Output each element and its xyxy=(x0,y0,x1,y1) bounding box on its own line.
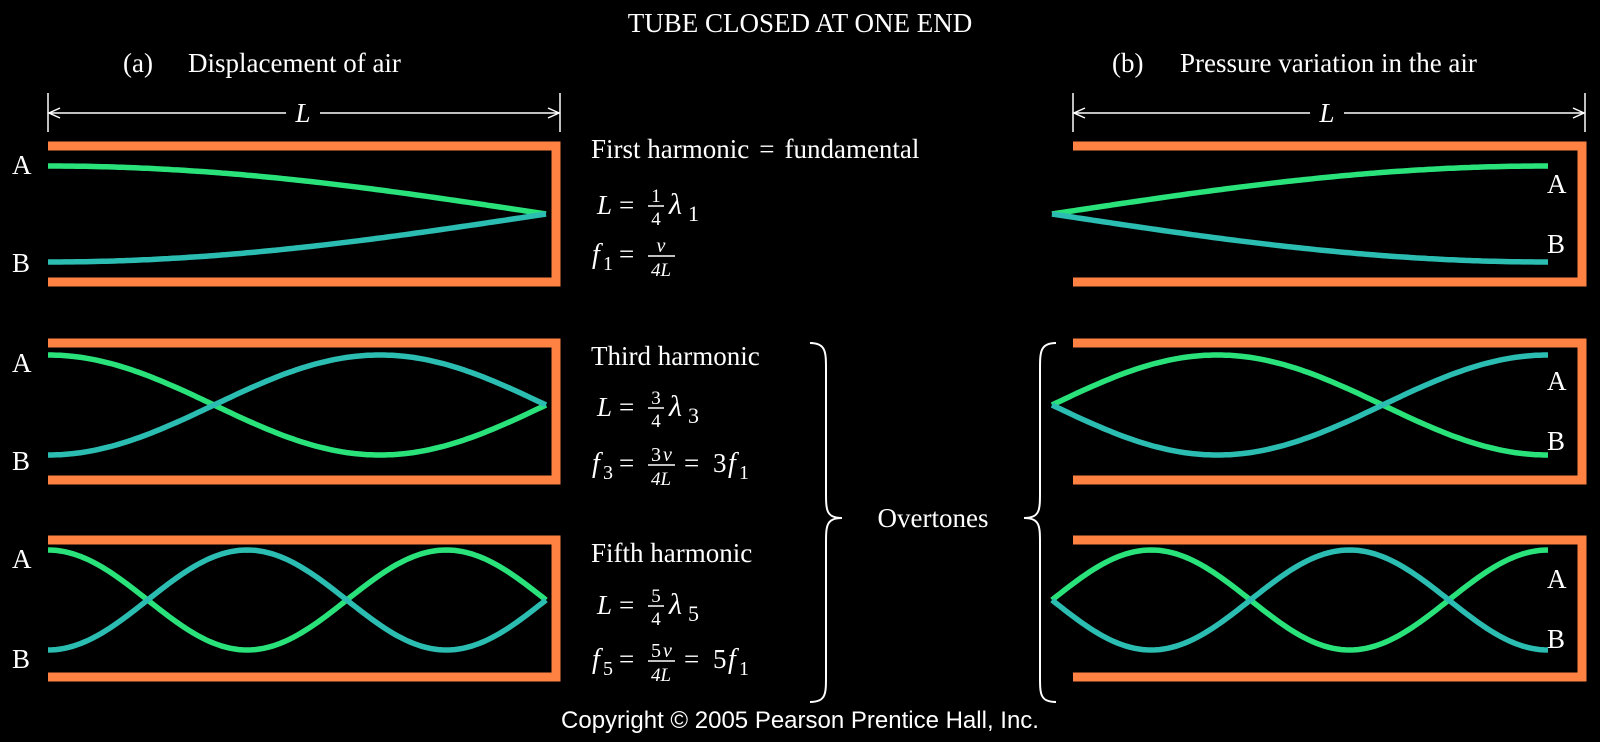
panel-a-letter: (a) xyxy=(123,48,153,78)
overtones-brace-right xyxy=(1023,342,1057,703)
tube-b-third xyxy=(1073,338,1587,485)
svg-text:=: = xyxy=(619,190,634,220)
third-freq-den: 4L xyxy=(651,469,671,490)
fifth-frac-den: 4 xyxy=(651,609,661,630)
third-frac-den: 4 xyxy=(651,411,661,432)
first-freq-f: f xyxy=(592,239,603,270)
third-freq-f: f xyxy=(592,448,603,479)
wave-a-first-b xyxy=(48,211,547,265)
fifth-freq-num-var: v xyxy=(663,640,672,662)
fifth-frac-num: 5 xyxy=(651,586,661,607)
overtones-label: Overtones xyxy=(878,503,989,533)
panel-b-letter: (b) xyxy=(1112,48,1143,78)
wave-b-third-a xyxy=(1050,352,1548,458)
fifth-freq-rhs-coef: 5 xyxy=(713,644,727,674)
label-a-first-upper: A xyxy=(12,150,32,180)
svg-text:=: = xyxy=(619,590,634,620)
first-frac-num: 1 xyxy=(651,186,661,207)
wave-b-fifth-a xyxy=(1050,547,1549,653)
wave-a-fifth-a xyxy=(47,547,548,653)
copyright: Copyright © 2005 Pearson Prentice Hall, … xyxy=(561,707,1039,734)
third-freq-rhs-sub: 1 xyxy=(739,462,749,484)
svg-text:=: = xyxy=(684,644,699,674)
first-harmonic-text: First harmonic = fundamental L = 1 4 λ 1 f… xyxy=(591,134,919,281)
wave-b-first-a xyxy=(1051,163,1548,217)
first-length-lhs: L xyxy=(596,190,612,220)
svg-text:=: = xyxy=(619,644,634,674)
fifth-freq-sub: 5 xyxy=(603,658,613,680)
label-a-third-upper: A xyxy=(12,348,32,378)
panel-b-label: Pressure variation in the air xyxy=(1180,48,1477,78)
panel-a-label: Displacement of air xyxy=(188,48,401,78)
svg-text:=: = xyxy=(619,239,634,269)
third-freq-rhs-f: f xyxy=(728,448,739,479)
svg-text:=: = xyxy=(684,448,699,478)
fifth-freq-den: 4L xyxy=(651,665,671,686)
third-frac-num: 3 xyxy=(651,388,661,409)
tube-a-first xyxy=(48,141,561,287)
third-harmonic-name: Third harmonic xyxy=(591,341,760,371)
third-lambda-sub: 3 xyxy=(688,403,699,428)
label-a-third-lower: B xyxy=(12,446,30,476)
first-frac-den: 4 xyxy=(651,209,661,230)
third-freq-num-coef: 3 xyxy=(651,444,661,466)
label-a-fifth-lower: B xyxy=(12,644,30,674)
panel-b-length-label: L xyxy=(1318,98,1334,128)
panel-b-length-dimension: L xyxy=(1072,93,1586,132)
tube-a-fifth xyxy=(48,535,561,682)
tube-a-third xyxy=(48,338,561,485)
wave-a-third-b xyxy=(48,352,548,458)
fifth-harmonic-text: Fifth harmonic L = 5 4 λ 5 f 5 = 5 v 4L … xyxy=(591,538,752,686)
third-lambda: λ xyxy=(668,390,682,423)
overtones-brace-left xyxy=(809,342,843,703)
first-lambda: λ xyxy=(668,188,682,221)
tube-b-fifth xyxy=(1073,535,1587,682)
panel-a-length-dimension: L xyxy=(47,93,561,132)
label-b-fifth-upper: A xyxy=(1547,564,1567,594)
tube-b-first xyxy=(1073,141,1587,287)
svg-text:First harmonic=fundamental: First harmonic = fundamental xyxy=(591,134,919,164)
svg-text:=: = xyxy=(619,448,634,478)
label-b-third-lower: B xyxy=(1547,426,1565,456)
label-a-fifth-upper: A xyxy=(12,544,32,574)
wave-b-third-b xyxy=(1050,352,1548,458)
label-b-fifth-lower: B xyxy=(1547,624,1565,654)
third-length-lhs: L xyxy=(596,392,612,422)
first-lambda-sub: 1 xyxy=(688,201,699,226)
wave-curves xyxy=(47,163,1549,653)
fifth-length-lhs: L xyxy=(596,590,612,620)
third-freq-sub: 3 xyxy=(603,462,613,484)
fifth-lambda-sub: 5 xyxy=(688,601,699,626)
fifth-freq-num-coef: 5 xyxy=(651,640,661,662)
first-harmonic-note: fundamental xyxy=(784,134,919,164)
first-harmonic-name: First harmonic xyxy=(591,134,749,164)
third-harmonic-text: Third harmonic L = 3 4 λ 3 f 3 = 3 v 4L … xyxy=(591,341,760,490)
wave-a-third-a xyxy=(48,352,548,458)
wave-b-fifth-b xyxy=(1050,547,1549,653)
third-freq-rhs-coef: 3 xyxy=(713,448,727,478)
fifth-freq-rhs-f: f xyxy=(728,644,739,675)
wave-a-fifth-b xyxy=(47,547,548,653)
third-freq-num-var: v xyxy=(663,444,672,466)
first-freq-num-var: v xyxy=(657,235,666,257)
panel-a-length-label: L xyxy=(294,98,310,128)
first-harmonic-equals: = xyxy=(759,134,774,164)
fifth-freq-f: f xyxy=(592,644,603,675)
label-b-first-upper: A xyxy=(1547,169,1567,199)
wave-a-first-a xyxy=(48,163,547,217)
fifth-freq-rhs-sub: 1 xyxy=(739,658,749,680)
label-b-first-lower: B xyxy=(1547,229,1565,259)
svg-text:=: = xyxy=(619,392,634,422)
label-a-first-lower: B xyxy=(12,248,30,278)
diagram-title: TUBE CLOSED AT ONE END xyxy=(628,8,973,38)
label-b-third-upper: A xyxy=(1547,366,1567,396)
first-freq-sub: 1 xyxy=(603,253,613,275)
wave-b-first-b xyxy=(1051,211,1548,265)
first-freq-den: 4L xyxy=(651,260,671,281)
fifth-harmonic-name: Fifth harmonic xyxy=(591,538,752,568)
fifth-lambda: λ xyxy=(668,588,682,621)
